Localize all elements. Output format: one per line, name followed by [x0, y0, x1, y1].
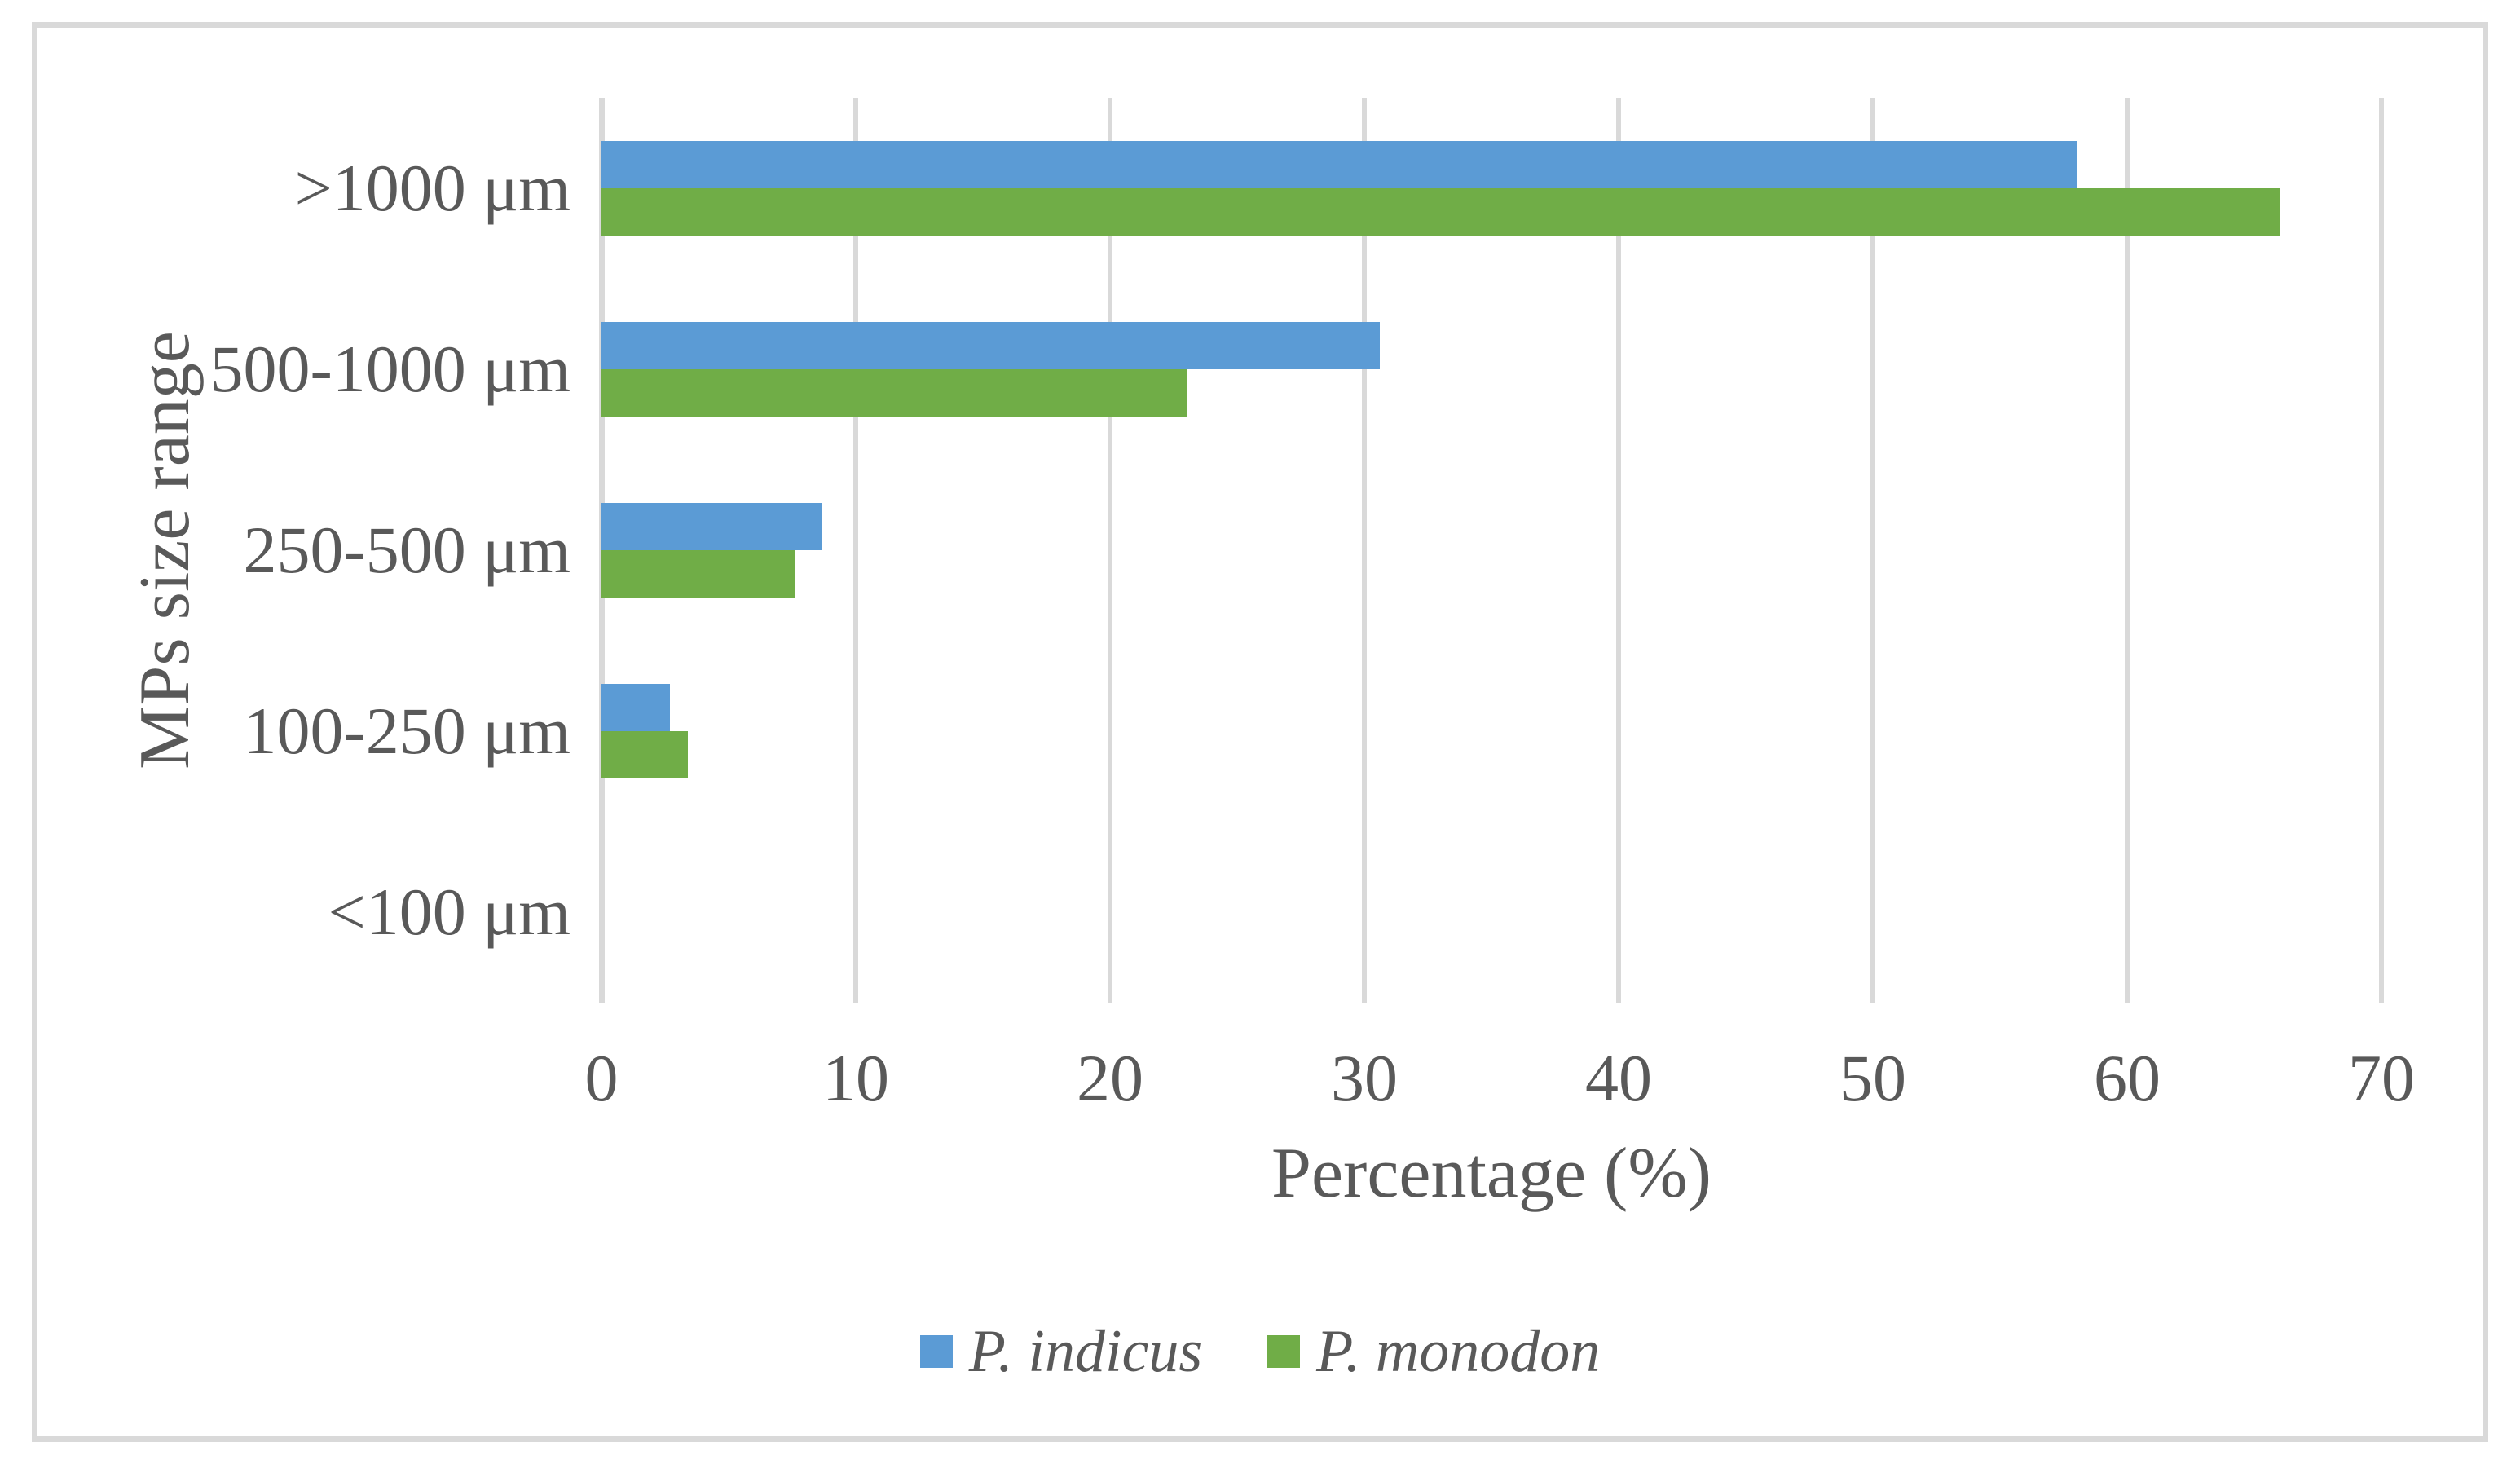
x-tick-label: 50 — [1839, 1041, 1906, 1115]
figure-border — [32, 22, 2488, 1442]
y-category-label: 100-250 μm — [243, 694, 571, 768]
gridline — [1870, 98, 1875, 1003]
y-category-label: <100 μm — [328, 875, 571, 949]
bar-p-indicus — [601, 141, 2077, 188]
x-axis-title: Percentage (%) — [1271, 1134, 1712, 1213]
plot-area — [599, 98, 2384, 1003]
legend: P. indicus P. monodon — [0, 1319, 2520, 1384]
x-tick-label: 60 — [2094, 1041, 2161, 1115]
legend-label: P. monodon — [1316, 1318, 1601, 1385]
y-category-label: 500-1000 μm — [209, 332, 571, 406]
bar-p-indicus — [601, 322, 1380, 369]
gridline — [2379, 98, 2384, 1003]
legend-swatch-p-indicus — [919, 1335, 953, 1368]
x-tick-label: 70 — [2348, 1041, 2415, 1115]
x-tick-label: 20 — [1077, 1041, 1143, 1115]
legend-label: P. indicus — [968, 1318, 1203, 1385]
gridline — [853, 98, 858, 1003]
bar-p-monodon — [601, 369, 1187, 417]
legend-swatch-p-monodon — [1267, 1335, 1301, 1368]
gridline — [2125, 98, 2130, 1003]
bar-p-monodon — [601, 188, 2280, 236]
bar-p-indicus — [601, 503, 823, 550]
legend-item: P. indicus — [919, 1318, 1203, 1385]
y-category-label: 250-500 μm — [243, 513, 571, 587]
gridline — [1108, 98, 1112, 1003]
x-tick-label: 30 — [1331, 1041, 1398, 1115]
y-category-label: >1000 μm — [294, 151, 571, 225]
legend-item: P. monodon — [1267, 1319, 1600, 1384]
bar-p-indicus — [601, 684, 671, 731]
bar-p-monodon — [601, 550, 795, 598]
gridline — [1362, 98, 1367, 1003]
gridline — [1616, 98, 1621, 1003]
x-tick-label: 0 — [584, 1041, 619, 1115]
x-tick-label: 40 — [1585, 1041, 1652, 1115]
bar-p-monodon — [601, 731, 689, 778]
x-tick-label: 10 — [822, 1041, 889, 1115]
